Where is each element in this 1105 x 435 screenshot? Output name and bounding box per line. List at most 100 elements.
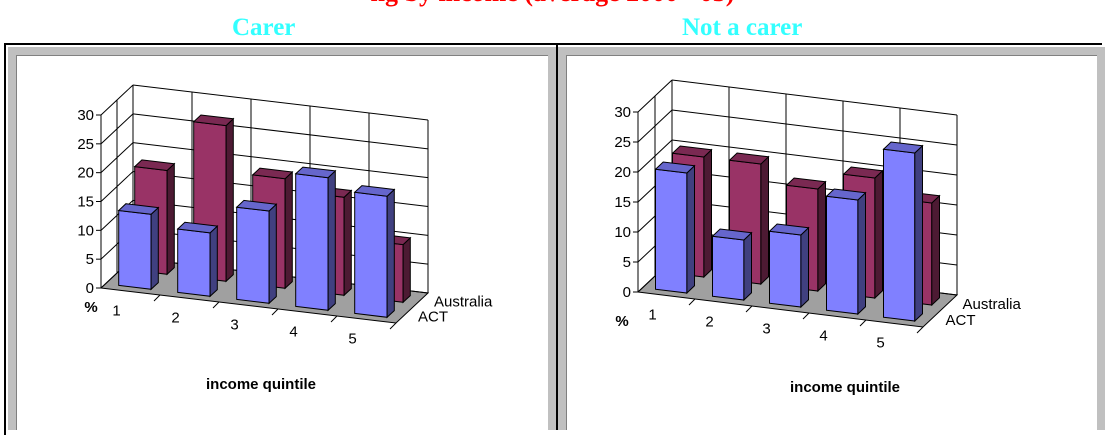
bar-top — [654, 161, 696, 174]
bar-side — [703, 148, 712, 279]
bar-top — [785, 177, 827, 190]
x-tick — [330, 315, 338, 323]
x-tick-label: 5 — [348, 331, 356, 348]
chart-panel-not-a-carer: 0 5 10 15 20 25 30 1 2 3 4 5 ACT Australia income quin… — [558, 47, 1105, 430]
bar-front — [769, 230, 802, 308]
back-gridline — [132, 84, 429, 121]
bar-side — [284, 170, 293, 290]
back-gridline — [132, 142, 429, 179]
bar-side — [386, 188, 395, 319]
y-tick-label: 5 — [86, 251, 94, 268]
x-tick — [859, 319, 867, 327]
bar-side — [268, 203, 277, 305]
bar-top — [711, 228, 753, 241]
bar-top — [235, 199, 278, 212]
bar-side — [209, 224, 218, 298]
back-gridline — [132, 113, 429, 150]
y-tick-label: 25 — [614, 134, 631, 151]
bar-top — [353, 185, 396, 197]
x-tick — [389, 322, 397, 330]
bar-front — [177, 228, 211, 297]
x-tick-label: 2 — [171, 310, 179, 327]
bar-side — [817, 180, 826, 293]
bar-side — [327, 169, 336, 312]
depth-axis-label: Australia — [434, 294, 493, 311]
bar-side — [914, 144, 923, 323]
x-tick — [153, 294, 161, 302]
y-tick-label: 15 — [77, 194, 94, 211]
depth-axis-label: ACT — [946, 312, 976, 329]
x-tick — [212, 301, 220, 309]
bar-top — [882, 141, 924, 154]
y-tick-label: 25 — [77, 136, 94, 153]
bar-side — [874, 169, 883, 300]
x-tick-label: 2 — [705, 314, 713, 331]
bar-top — [176, 221, 219, 234]
y-tick-label: 10 — [77, 222, 94, 239]
y-tick-label: 15 — [614, 194, 631, 211]
depth-axis-label: Australia — [963, 296, 1022, 313]
bar-side — [931, 194, 940, 307]
y-tick-label: 20 — [614, 164, 631, 181]
y-tick-label: 30 — [77, 107, 94, 124]
bar-top — [728, 152, 770, 165]
x-tick-label: 1 — [112, 303, 120, 320]
bar-side — [343, 189, 352, 297]
x-tick-label: 4 — [819, 328, 827, 345]
bar-side — [166, 162, 175, 276]
bar-top — [251, 167, 294, 180]
bar-front — [295, 173, 329, 311]
page-title: ng by income (average 2000 - 03) — [0, 0, 1105, 8]
bar-front — [883, 148, 916, 322]
x-tick — [802, 312, 810, 320]
y-axis-title: % — [84, 299, 97, 316]
bar-side — [402, 236, 411, 304]
bar-side — [800, 226, 809, 309]
y-tick-label: 30 — [614, 104, 631, 121]
bar-top — [671, 145, 713, 158]
bar-top — [192, 114, 235, 127]
back-gridline — [671, 79, 958, 116]
bar-front — [236, 206, 270, 304]
depth-axis-label: ACT — [418, 309, 448, 326]
bar-side — [686, 164, 695, 295]
bar-top — [117, 203, 160, 215]
bar-side — [150, 206, 159, 291]
bar-front — [712, 235, 745, 301]
charts-frame — [4, 43, 1102, 435]
bar-top — [768, 223, 810, 236]
x-tick — [745, 305, 753, 313]
bar-front — [655, 168, 688, 294]
back-gridline — [671, 109, 958, 146]
bar-side — [760, 155, 769, 286]
bar-top — [842, 166, 884, 179]
x-tick-label: 3 — [762, 321, 770, 338]
y-axis-title: % — [615, 313, 628, 330]
panel-divider — [556, 43, 558, 430]
y-tick-label: 0 — [623, 284, 631, 301]
x-axis-title: income quintile — [206, 376, 316, 393]
bar-top — [825, 188, 867, 201]
bar-side — [857, 191, 866, 316]
y-tick-label: 20 — [77, 165, 94, 182]
y-tick-label: 5 — [623, 254, 631, 271]
x-tick-label: 4 — [289, 324, 297, 341]
x-axis-title: income quintile — [790, 379, 900, 396]
panel-title-not-a-carer: Not a carer — [682, 14, 803, 41]
bar-front — [118, 209, 152, 290]
bar-side — [225, 117, 234, 283]
bar-top — [133, 159, 176, 172]
y-tick-label: 0 — [86, 280, 94, 297]
bar-top — [294, 166, 337, 179]
y-tick-label: 10 — [614, 224, 631, 241]
bar-side — [743, 231, 752, 302]
x-tick — [688, 298, 696, 306]
bar-front — [826, 195, 859, 315]
chart-panel-carer: 0 5 10 15 20 25 30 1 2 3 4 5 ACT Australia income quin… — [8, 47, 556, 430]
bar-front — [354, 191, 388, 318]
panel-title-carer: Carer — [232, 14, 296, 41]
x-tick — [271, 308, 279, 316]
x-tick-label: 3 — [230, 317, 238, 334]
